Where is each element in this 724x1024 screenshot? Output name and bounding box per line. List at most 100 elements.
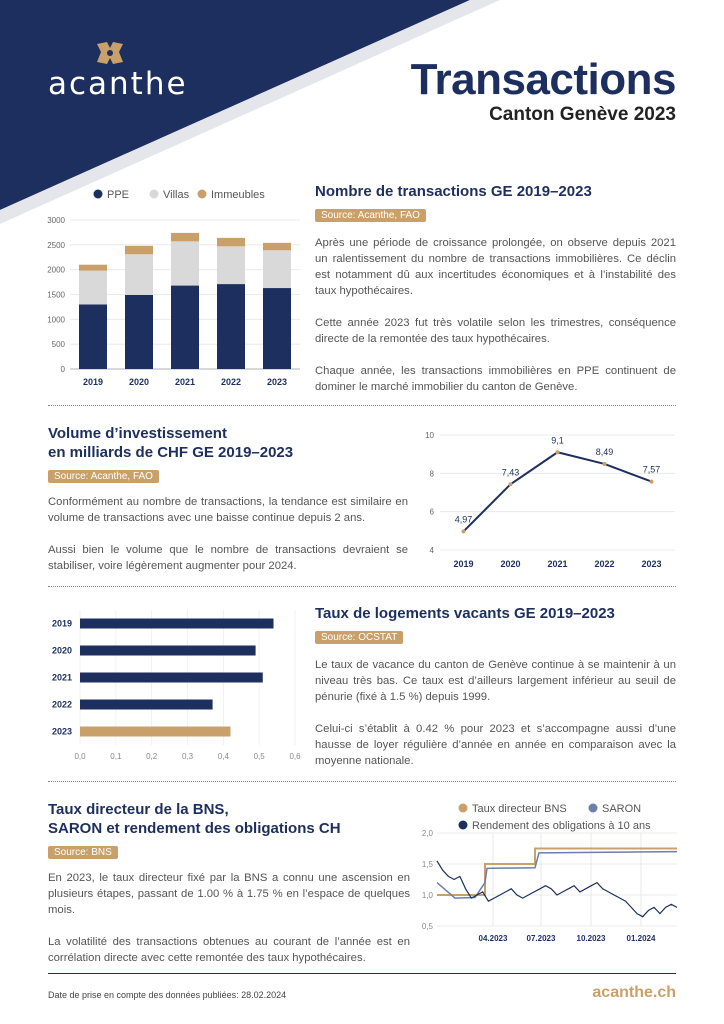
paragraph: La volatilité des transactions obtenues … <box>48 936 410 964</box>
acanthe-logo-icon <box>97 42 123 64</box>
x-tick-label: 0,5 <box>254 752 266 761</box>
x-tick-label: 2021 <box>175 377 195 387</box>
legend-label: SARON <box>602 803 641 815</box>
legend-marker <box>197 189 207 199</box>
source-badge: Source: OCSTAT <box>315 631 404 644</box>
bar <box>80 672 263 683</box>
section-vacancy: Taux de logements vacants GE 2019–2023 S… <box>315 604 676 769</box>
data-point <box>461 529 466 534</box>
y-tick-label: 1,5 <box>422 860 434 869</box>
website-link[interactable]: acanthe.ch <box>592 984 676 1001</box>
paragraph: Cette année 2023 fut très volatile selon… <box>315 317 676 345</box>
y-tick-label: 3000 <box>47 216 65 225</box>
y-tick-label: 0 <box>61 365 66 374</box>
x-tick-label: 0,4 <box>218 752 230 761</box>
transactions-stacked-bar-chart: PPE Villas Immeubles 0 500 1000 1500 2000 2500 30… <box>47 189 300 387</box>
legend-marker <box>149 189 159 199</box>
legend-label: Rendement des obligations à 10 ans <box>472 820 651 832</box>
paragraph: Après une période de croissance prolongé… <box>315 237 676 297</box>
legend-marker <box>458 820 468 830</box>
divider <box>48 781 676 782</box>
bar-segment <box>263 250 291 289</box>
paragraph: Celui-ci s’établit à 0.42 % pour 2023 et… <box>315 723 676 767</box>
page-title: Transactions <box>410 55 677 104</box>
paragraph: Chaque année, les transactions immobiliè… <box>315 365 676 393</box>
x-tick-label: 0,3 <box>182 752 194 761</box>
data-label: 8,49 <box>596 447 614 457</box>
bar-segment <box>217 284 245 369</box>
x-tick-label: 2019 <box>83 377 103 387</box>
bar-segment <box>79 264 107 271</box>
legend-label: Taux directeur BNS <box>472 803 567 815</box>
footer-note: Date de prise en compte des données publ… <box>48 990 287 1000</box>
bar-segment <box>263 242 291 251</box>
section-title: Taux de logements vacants GE 2019–2023 <box>315 605 615 622</box>
x-tick-label: 01.2024 <box>627 934 656 943</box>
bar <box>80 645 256 656</box>
x-tick-label: 2023 <box>641 559 661 569</box>
y-tick-label: 6 <box>430 508 435 517</box>
y-tick-label: 1000 <box>47 315 65 324</box>
bar-segment <box>171 232 199 242</box>
y-tick-label: 4 <box>430 546 435 555</box>
source-badge: Source: Acanthe, FAO <box>48 470 159 483</box>
rates-line-chart: Taux directeur BNS SARON Rendement des obl… <box>422 803 678 943</box>
y-tick-label: 2023 <box>52 727 72 737</box>
y-tick-label: 1500 <box>47 291 65 300</box>
y-tick-label: 10 <box>425 431 434 440</box>
data-point <box>508 482 513 487</box>
line-series <box>462 451 652 533</box>
section-title-line1: Taux directeur de la BNS, <box>48 801 229 818</box>
page-subtitle: Canton Genève 2023 <box>489 104 676 125</box>
data-label: 9,1 <box>551 435 564 445</box>
x-tick-label: 2022 <box>594 559 614 569</box>
bar <box>80 699 213 710</box>
paragraph: En 2023, le taux directeur fixé par la B… <box>48 872 410 916</box>
y-tick-label: 500 <box>52 340 66 349</box>
y-tick-label: 8 <box>430 469 435 478</box>
source-badge: Source: Acanthe, FAO <box>315 209 426 222</box>
data-point <box>602 461 607 466</box>
divider <box>48 405 676 406</box>
legend-marker <box>458 803 468 813</box>
bar-segment <box>217 246 245 285</box>
section-title-line2: SARON et rendement des obligations CH <box>48 820 341 837</box>
x-tick-label: 2023 <box>267 377 287 387</box>
bar <box>80 726 231 737</box>
paragraph: Conformément au nombre de transactions, … <box>48 496 408 524</box>
legend-marker <box>93 189 103 199</box>
section-title-line2: en milliards de CHF GE 2019–2023 <box>48 444 294 461</box>
footer-divider <box>48 973 676 974</box>
x-tick-label: 0,2 <box>146 752 158 761</box>
bar-segment <box>217 237 245 247</box>
legend-label: Villas <box>163 189 190 201</box>
x-tick-label: 2019 <box>453 559 473 569</box>
bar-segment <box>125 294 153 369</box>
paragraph: Le taux de vacance du canton de Genève c… <box>315 659 676 703</box>
legend-label: Immeubles <box>211 189 265 201</box>
section-title-line1: Volume d’investissement <box>48 425 227 442</box>
bar-segment <box>263 288 291 369</box>
data-point <box>649 479 654 484</box>
x-tick-label: 0,0 <box>74 752 86 761</box>
y-tick-label: 2021 <box>52 673 72 683</box>
x-tick-label: 04.2023 <box>479 934 508 943</box>
data-point <box>555 450 560 455</box>
x-tick-label: 2020 <box>500 559 520 569</box>
y-tick-label: 2020 <box>52 646 72 656</box>
data-label: 7,43 <box>502 467 520 477</box>
data-label: 4,97 <box>455 514 473 524</box>
legend-label: PPE <box>107 189 129 201</box>
bar-segment <box>171 285 199 369</box>
section-transactions: Nombre de transactions GE 2019–2023 Sour… <box>315 182 676 395</box>
y-tick-label: 2500 <box>47 241 65 250</box>
x-tick-label: 2020 <box>129 377 149 387</box>
paragraph: Aussi bien le volume que le nombre de tr… <box>48 544 408 572</box>
bar-segment <box>79 270 107 305</box>
data-label: 7,57 <box>643 465 661 475</box>
x-tick-label: 2021 <box>547 559 567 569</box>
investment-line-chart: 4 6 8 10 4,97 2019 7,43 2020 9,1 2021 8,49 2022 7,57… <box>425 431 675 569</box>
x-tick-label: 07.2023 <box>527 934 556 943</box>
brand-name: acanthe <box>48 66 188 102</box>
bar-segment <box>171 241 199 286</box>
